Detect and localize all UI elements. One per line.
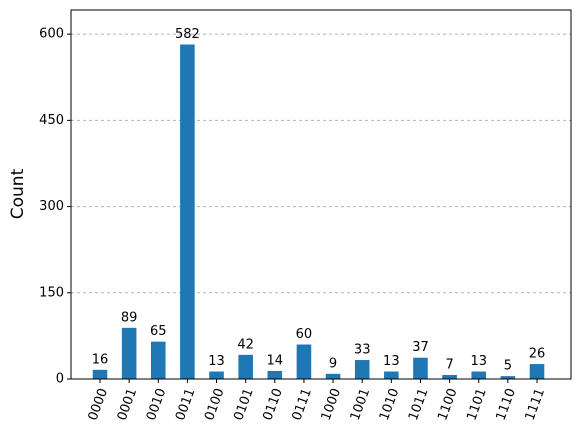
bar [471, 371, 487, 379]
bar [150, 341, 166, 379]
bar [354, 360, 370, 379]
plot-frame [70, 9, 572, 380]
data-label: 42 [237, 337, 254, 352]
data-label: 13 [470, 354, 487, 369]
x-tick-label: 0011 [173, 386, 198, 422]
data-label: 37 [412, 340, 429, 355]
data-label: 582 [175, 27, 200, 42]
bar [413, 357, 428, 379]
x-tick-label: 1001 [348, 386, 373, 422]
data-label: 13 [383, 354, 400, 369]
data-label: 13 [208, 354, 225, 369]
bar [121, 327, 137, 379]
x-tick-label: 1010 [377, 386, 402, 422]
x-tick-label: 1101 [464, 386, 489, 422]
data-label: 16 [92, 352, 109, 367]
data-label: 89 [121, 310, 138, 325]
bar [267, 370, 283, 379]
bar [529, 364, 545, 379]
x-tick-label: 0110 [260, 386, 285, 422]
y-tick-label: 300 [39, 199, 64, 214]
bar [500, 376, 516, 379]
bar [238, 354, 253, 379]
data-label: 26 [529, 347, 546, 362]
data-label: 65 [150, 324, 167, 339]
x-tick-label: 1110 [494, 386, 519, 422]
data-label: 33 [354, 343, 371, 358]
bar [92, 369, 108, 379]
x-tick-label: 0111 [290, 386, 315, 422]
bar [325, 373, 341, 379]
data-label: 5 [504, 359, 512, 374]
x-tick-label: 1000 [319, 386, 344, 422]
y-tick-label: 600 [39, 27, 64, 42]
x-tick-label: 0101 [231, 386, 256, 422]
data-label: 9 [329, 356, 337, 371]
y-tick-label: 0 [56, 372, 64, 387]
x-tick-label: 0001 [115, 386, 140, 422]
y-axis-label: Count [8, 168, 28, 219]
x-tick-label: 1111 [523, 386, 548, 422]
x-tick-label: 1011 [406, 386, 431, 422]
data-label: 14 [267, 353, 284, 368]
x-tick-label: 1100 [435, 386, 460, 422]
x-tick-label: 0100 [202, 386, 227, 422]
bar [442, 374, 457, 379]
bar [296, 344, 312, 379]
y-tick-label: 450 [39, 113, 64, 128]
bar [180, 44, 195, 379]
bar [384, 371, 399, 379]
x-tick-label: 0000 [86, 386, 111, 422]
bar [209, 371, 224, 379]
x-tick-label: 0010 [144, 386, 169, 422]
data-label: 60 [296, 327, 313, 342]
data-label: 7 [445, 357, 453, 372]
y-tick-label: 150 [39, 285, 64, 300]
